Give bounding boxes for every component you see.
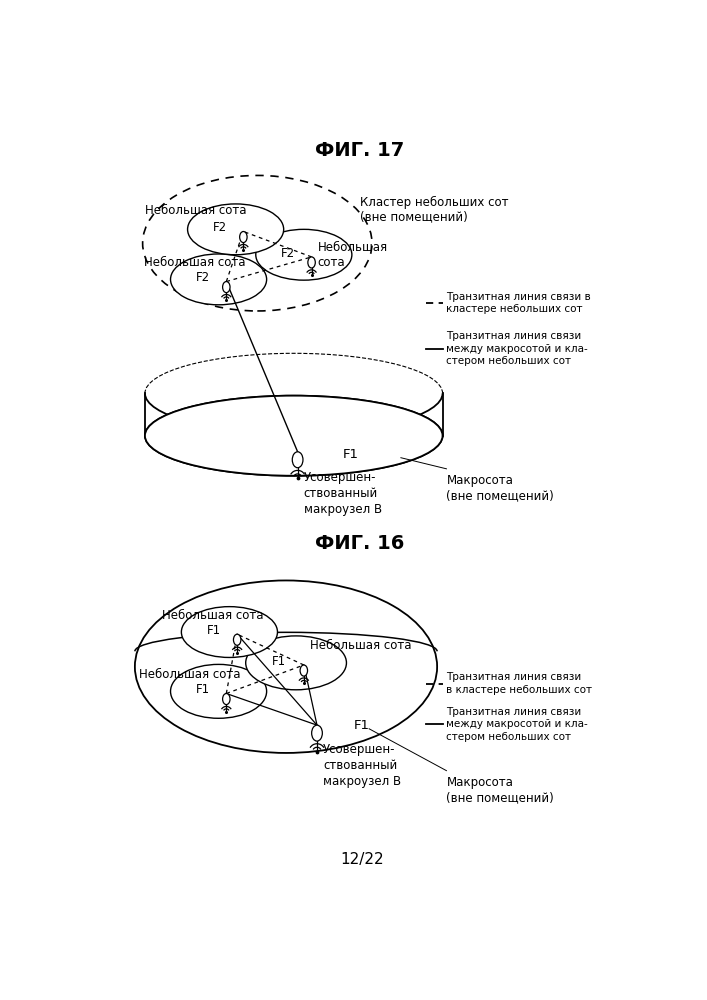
Ellipse shape: [246, 636, 346, 690]
Text: Небольшая сота: Небольшая сота: [144, 256, 245, 269]
Ellipse shape: [256, 229, 352, 280]
Ellipse shape: [223, 693, 230, 705]
Ellipse shape: [170, 664, 267, 718]
Ellipse shape: [135, 580, 437, 753]
Text: Небольшая сота: Небольшая сота: [162, 609, 263, 622]
Ellipse shape: [233, 634, 241, 645]
Ellipse shape: [145, 396, 443, 476]
Text: Усовершен-
ствованный
макроузел В: Усовершен- ствованный макроузел В: [323, 743, 402, 788]
Text: Транзитная линия связи в
кластере небольших сот: Транзитная линия связи в кластере неболь…: [446, 292, 591, 314]
Text: Транзитная линия связи
между макросотой и кла-
стером небольших сот: Транзитная линия связи между макросотой …: [446, 331, 588, 366]
Text: Усовершен-
ствованный
макроузел В: Усовершен- ствованный макроузел В: [304, 471, 382, 516]
Text: Макросота
(вне помещений): Макросота (вне помещений): [446, 474, 554, 502]
Ellipse shape: [308, 257, 315, 268]
Text: Небольшая сота: Небольшая сота: [310, 639, 411, 652]
Text: F2: F2: [281, 247, 296, 260]
Text: 12/22: 12/22: [340, 852, 384, 867]
Ellipse shape: [312, 725, 322, 741]
Text: Транзитная линия связи
в кластере небольших сот: Транзитная линия связи в кластере неболь…: [446, 672, 592, 695]
Ellipse shape: [143, 175, 372, 311]
Text: Небольшая
сота: Небольшая сота: [317, 241, 388, 269]
Ellipse shape: [240, 231, 247, 243]
Ellipse shape: [145, 396, 443, 476]
Text: Макросота
(вне помещений): Макросота (вне помещений): [446, 776, 554, 804]
Ellipse shape: [182, 607, 277, 657]
Text: Небольшая сота: Небольшая сота: [144, 204, 246, 217]
Text: F1: F1: [196, 683, 210, 696]
Text: Небольшая сота: Небольшая сота: [139, 668, 240, 681]
Ellipse shape: [187, 204, 284, 255]
Text: F1: F1: [207, 624, 221, 637]
Text: Транзитная линия связи
между макросотой и кла-
стером небольших сот: Транзитная линия связи между макросотой …: [446, 707, 588, 742]
Ellipse shape: [300, 665, 308, 676]
Text: F2: F2: [196, 271, 210, 284]
Ellipse shape: [223, 282, 230, 293]
Text: F1: F1: [354, 719, 370, 732]
Text: ФИГ. 17: ФИГ. 17: [315, 141, 404, 160]
Ellipse shape: [292, 452, 303, 468]
Ellipse shape: [170, 254, 267, 305]
Text: Кластер небольших сот
(вне помещений): Кластер небольших сот (вне помещений): [361, 195, 509, 224]
Text: F2: F2: [213, 221, 227, 234]
Text: ФИГ. 16: ФИГ. 16: [315, 534, 404, 553]
Text: F1: F1: [272, 655, 286, 668]
Text: F1: F1: [342, 448, 358, 461]
